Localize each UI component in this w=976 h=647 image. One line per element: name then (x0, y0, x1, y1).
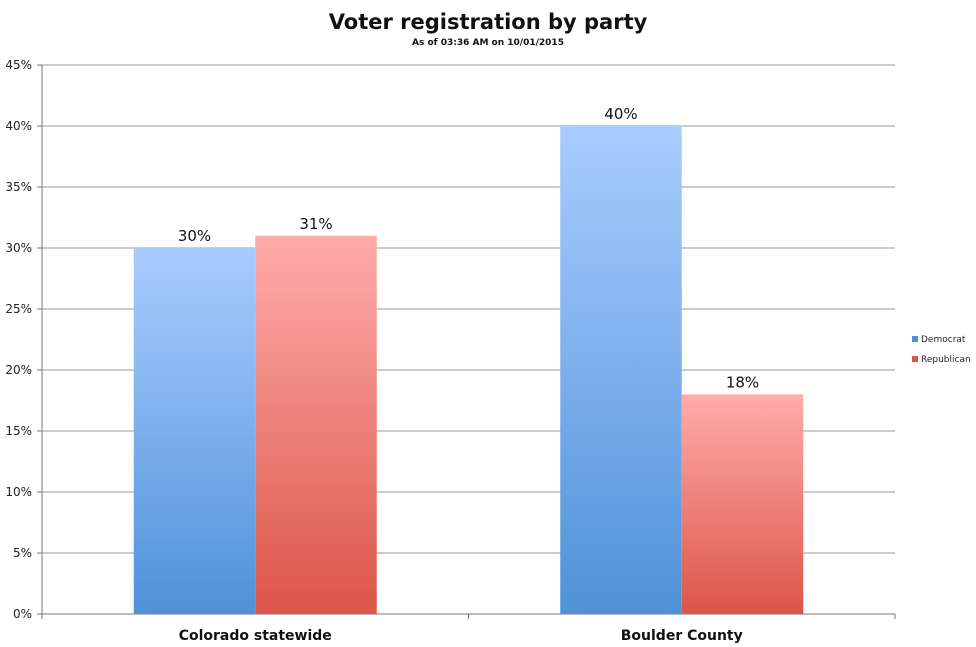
y-tick-label: 25% (5, 302, 32, 316)
y-tick-label: 10% (5, 485, 32, 499)
chart-title: Voter registration by party (328, 10, 648, 34)
data-label: 30% (178, 227, 211, 245)
x-category-label: Boulder County (621, 628, 743, 644)
y-tick-label: 30% (5, 241, 32, 255)
y-tick-label: 20% (5, 363, 32, 377)
data-label: 40% (604, 105, 637, 123)
bar-republican-0 (255, 235, 377, 615)
bar-democrat-1 (560, 126, 682, 614)
y-tick-label: 15% (5, 424, 32, 438)
chart-subtitle: As of 03:36 AM on 10/01/2015 (412, 38, 564, 48)
bar-democrat-0 (133, 248, 256, 614)
legend-swatch-republican (912, 356, 918, 362)
x-category-label: Colorado statewide (179, 628, 332, 644)
bar-republican-1 (681, 394, 804, 614)
y-tick-label: 5% (13, 546, 32, 560)
data-label: 18% (726, 373, 759, 391)
legend-swatch-democrat (912, 336, 918, 342)
y-tick-label: 45% (5, 58, 32, 72)
data-label: 31% (299, 215, 332, 233)
y-tick-label: 35% (5, 180, 32, 194)
legend-label-republican: Republican (921, 355, 971, 365)
legend-label-democrat: Democrat (921, 335, 966, 345)
y-tick-label: 0% (13, 607, 32, 621)
y-tick-label: 40% (5, 119, 32, 133)
